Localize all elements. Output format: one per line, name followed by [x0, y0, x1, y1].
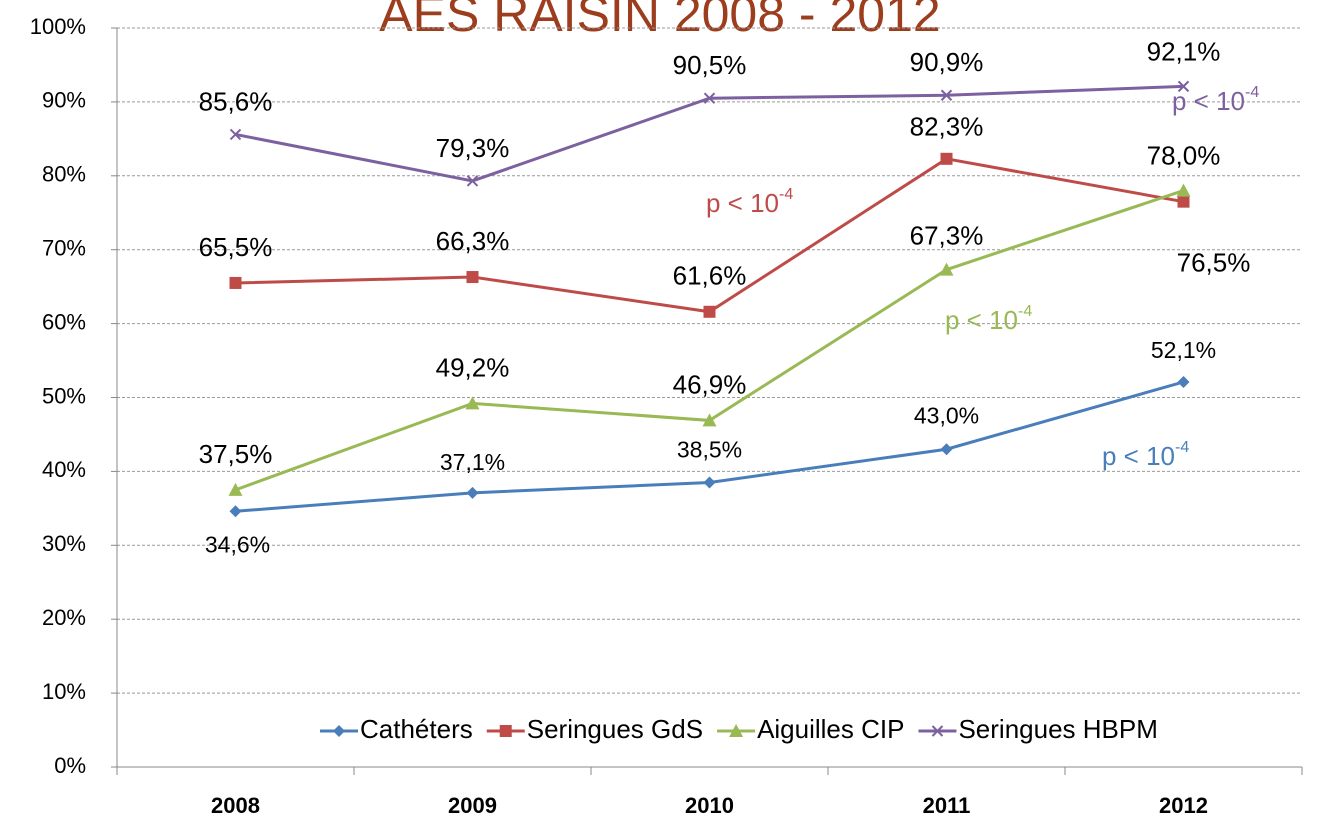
marker	[939, 262, 954, 276]
value-label: 90,9%	[910, 47, 984, 77]
marker	[729, 724, 744, 737]
y-tick-label: 30%	[42, 531, 86, 556]
annotation: p < 10-4	[1102, 439, 1189, 471]
value-label: 37,5%	[199, 439, 273, 469]
y-tick-label: 10%	[42, 679, 86, 704]
annotation-text: p < 10	[1102, 441, 1175, 471]
y-tick-label: 60%	[42, 309, 86, 334]
marker	[940, 89, 953, 101]
value-label: 46,9%	[673, 369, 747, 399]
marker	[1177, 375, 1190, 388]
marker	[1176, 183, 1191, 197]
annotation: p < 10-4	[945, 303, 1032, 335]
legend-label: Aiguilles CIP	[757, 714, 904, 744]
legend-label: Seringues GdS	[527, 714, 703, 744]
value-label: 76,5%	[1177, 248, 1251, 278]
marker	[466, 271, 479, 284]
annotation-sup: -4	[1175, 439, 1189, 456]
x-tick-label: 2009	[448, 793, 497, 818]
marker	[499, 725, 512, 737]
value-label: 92,1%	[1147, 36, 1221, 66]
value-label: 38,5%	[677, 437, 742, 463]
marker	[228, 482, 243, 496]
x-tick-label: 2012	[1159, 793, 1208, 818]
value-label: 37,1%	[440, 449, 505, 475]
annotation-text: p < 10	[945, 305, 1018, 335]
value-label: 52,1%	[1151, 337, 1216, 363]
annotation: p < 10-4	[706, 186, 793, 218]
x-tick-label: 2010	[685, 793, 734, 818]
marker	[1177, 195, 1190, 208]
y-tick-label: 100%	[30, 14, 86, 39]
y-tick-label: 50%	[42, 383, 86, 408]
marker	[229, 505, 242, 518]
value-label: 43,0%	[914, 402, 979, 428]
y-tick-label: 80%	[42, 162, 86, 187]
y-tick-label: 20%	[42, 605, 86, 630]
legend-label: Seringues HBPM	[958, 714, 1157, 744]
marker	[702, 413, 717, 427]
marker	[940, 443, 953, 456]
chart-title: AES RAISIN 2008 - 2012	[379, 0, 940, 42]
marker	[931, 725, 944, 737]
marker	[229, 128, 242, 141]
value-label: 65,5%	[199, 232, 273, 262]
value-label: 78,0%	[1147, 140, 1221, 170]
value-label: 79,3%	[436, 133, 510, 163]
y-tick-label: 90%	[42, 88, 86, 113]
annotation-sup: -4	[1245, 84, 1259, 101]
series-line	[235, 84, 1184, 183]
marker	[465, 396, 480, 410]
marker	[940, 152, 953, 165]
y-tick-label: 40%	[42, 457, 86, 482]
value-label: 66,3%	[436, 226, 510, 256]
marker	[703, 476, 716, 489]
value-label: 67,3%	[910, 221, 984, 251]
annotation-text: p < 10	[1172, 86, 1245, 116]
value-label: 61,6%	[673, 261, 747, 291]
value-label: 90,5%	[673, 50, 747, 80]
marker	[703, 305, 716, 318]
value-label: 85,6%	[199, 86, 273, 116]
marker	[703, 92, 716, 104]
marker	[1177, 80, 1190, 93]
marker	[466, 175, 479, 187]
value-label: 49,2%	[436, 352, 510, 382]
value-label: 34,6%	[205, 531, 270, 557]
annotation: p < 10-4	[1172, 84, 1259, 116]
x-tick-label: 2011	[923, 793, 971, 818]
annotation-sup: -4	[1018, 303, 1032, 320]
value-label: 82,3%	[910, 112, 984, 142]
annotation-text: p < 10	[706, 188, 779, 218]
y-tick-label: 70%	[42, 236, 86, 261]
legend-label: Cathéters	[360, 714, 473, 744]
marker	[229, 276, 242, 289]
annotation-sup: -4	[779, 186, 793, 203]
marker	[466, 486, 479, 499]
x-tick-label: 2008	[211, 793, 260, 818]
y-tick-label: 0%	[54, 753, 86, 778]
legend: Cathéters Seringues GdS Aiguilles CIP Serin…	[320, 714, 1158, 744]
marker	[333, 725, 345, 737]
